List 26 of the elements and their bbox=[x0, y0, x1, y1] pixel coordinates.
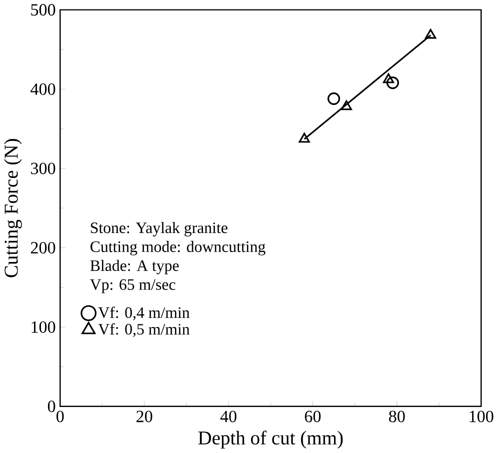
y-axis-title: Cutting Force (N) bbox=[4, 139, 22, 278]
x-tick-label: 20 bbox=[136, 410, 152, 422]
y-tick-label: 200 bbox=[30, 242, 56, 254]
y-tick-label: 500 bbox=[31, 4, 56, 16]
legend-label: Vf: 0,5 m/min bbox=[98, 324, 190, 338]
x-tick-label: 60 bbox=[304, 410, 321, 422]
x-tick-label: 100 bbox=[470, 410, 494, 422]
y-tick-label: 300 bbox=[31, 162, 56, 174]
x-axis-title: Depth of cut (mm) bbox=[198, 430, 343, 449]
legend-label: Vf: 0,4 m/min bbox=[98, 306, 190, 320]
annotation: Blade: A type bbox=[90, 260, 179, 274]
point bbox=[328, 92, 340, 106]
x-tick-label: 40 bbox=[220, 410, 236, 422]
x-tick-label: 0 bbox=[56, 410, 64, 422]
point bbox=[382, 74, 394, 84]
annotation: Stone: Yaylak granite bbox=[90, 222, 228, 237]
point bbox=[340, 100, 352, 110]
x-tick-label: 80 bbox=[389, 410, 405, 422]
point bbox=[298, 133, 310, 143]
point bbox=[386, 76, 400, 90]
annotation: Cutting mode: downcutting bbox=[90, 241, 266, 256]
y-tick-label: 100 bbox=[32, 322, 56, 334]
y-tick-label: 0 bbox=[48, 400, 56, 412]
point bbox=[425, 29, 436, 39]
annotation: Vp: 65 m/sec bbox=[90, 279, 176, 294]
y-tick-label: 400 bbox=[30, 84, 56, 96]
